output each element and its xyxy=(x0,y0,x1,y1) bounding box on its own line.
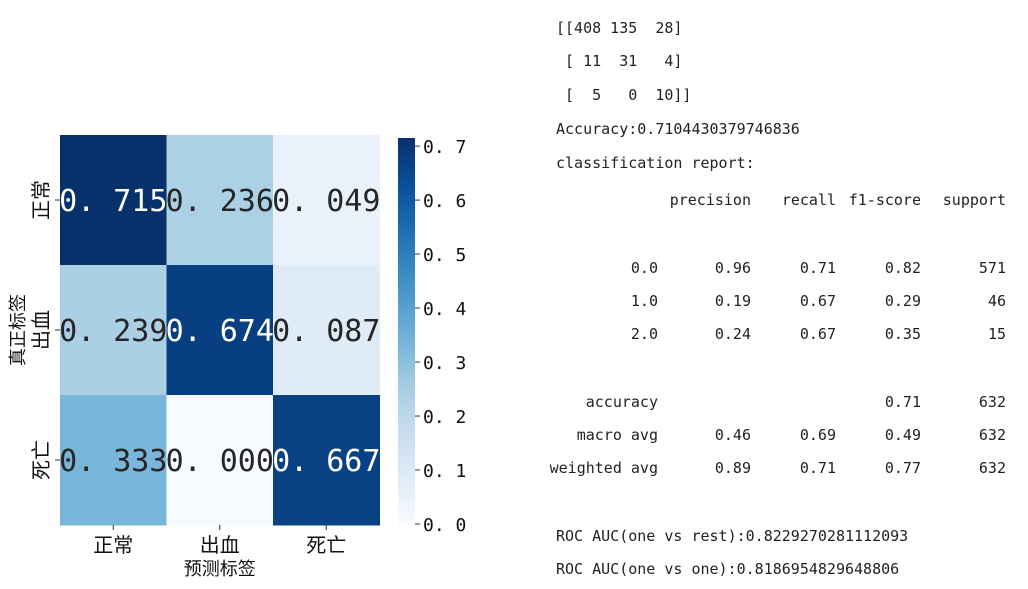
y-tick-label: 出血 xyxy=(29,310,53,350)
report-cell-recall: 0.67 xyxy=(799,292,836,310)
report-summary-support: 632 xyxy=(978,426,1006,444)
y-axis-label: 真正标签 xyxy=(8,294,29,366)
report-summary-support: 632 xyxy=(978,393,1006,411)
report-cell-support: 15 xyxy=(987,325,1006,343)
colorbar-tick-label: 0. 6 xyxy=(423,191,466,212)
report-cell-precision: 0.96 xyxy=(714,259,751,277)
confusion-matrix-row-3: [ 5 0 10]] xyxy=(556,86,692,104)
colorbar-tick-label: 0. 3 xyxy=(423,353,466,374)
colorbar-tick-label: 0. 5 xyxy=(423,245,466,266)
report-row-label: 1.0 xyxy=(630,292,658,310)
cell-value-label: 0. 667 xyxy=(272,444,380,479)
x-tick-label: 死亡 xyxy=(306,533,346,557)
confusion-matrix-row-1: [[408 135 28] xyxy=(556,19,683,37)
heatmap-cell xyxy=(273,135,380,266)
report-summary-label: macro avg xyxy=(576,426,658,444)
report-header-precision: precision xyxy=(669,191,751,209)
colorbar-tick-label: 0. 0 xyxy=(423,515,466,536)
report-summary-recall: 0.71 xyxy=(799,459,836,477)
x-tick-label: 正常 xyxy=(93,533,133,557)
report-row-label: 0.0 xyxy=(630,259,658,277)
report-summary-precision: 0.89 xyxy=(714,459,751,477)
report-header-recall: recall xyxy=(781,191,836,209)
report-summary-label: accuracy xyxy=(585,393,658,411)
confusion-matrix-row-2: [ 11 31 4] xyxy=(556,52,683,70)
report-summary-label: weighted avg xyxy=(549,459,658,477)
colorbar-tick-label: 0. 7 xyxy=(423,137,466,158)
report-summary-f1: 0.77 xyxy=(884,459,921,477)
report-cell-precision: 0.24 xyxy=(714,325,751,343)
colorbar-tick-label: 0. 4 xyxy=(423,299,466,320)
heatmap-cell xyxy=(60,265,167,396)
report-summary-support: 632 xyxy=(978,459,1006,477)
report-summary-recall: 0.69 xyxy=(799,426,836,444)
heatmap-cell xyxy=(60,135,167,266)
cell-value-label: 0. 333 xyxy=(59,444,167,479)
cell-value-label: 0. 236 xyxy=(166,184,274,219)
cell-value-label: 0. 715 xyxy=(59,184,167,219)
colorbar-tick-label: 0. 2 xyxy=(423,407,466,428)
y-tick-label: 正常 xyxy=(29,180,53,220)
cell-value-label: 0. 674 xyxy=(166,314,274,349)
report-summary-f1: 0.49 xyxy=(884,426,921,444)
report-cell-recall: 0.67 xyxy=(799,325,836,343)
report-cell-f1: 0.35 xyxy=(884,325,921,343)
report-summary-precision: 0.46 xyxy=(714,426,751,444)
report-cell-recall: 0.71 xyxy=(799,259,836,277)
report-cell-support: 46 xyxy=(987,292,1006,310)
heatmap-cell xyxy=(273,265,380,396)
report-cell-support: 571 xyxy=(978,259,1006,277)
colorbar xyxy=(398,138,415,524)
heatmap-cell xyxy=(166,395,274,526)
cell-value-label: 0. 239 xyxy=(59,314,167,349)
roc-auc-ovo: ROC AUC(one vs one):0.8186954829648806 xyxy=(556,560,900,578)
report-cell-precision: 0.19 xyxy=(714,292,751,310)
report-row-label: 2.0 xyxy=(630,325,658,343)
x-tick-label: 出血 xyxy=(200,533,240,557)
report-cell-f1: 0.82 xyxy=(884,259,921,277)
report-cell-f1: 0.29 xyxy=(884,292,921,310)
report-summary-f1: 0.71 xyxy=(884,393,921,411)
cell-value-label: 0. 000 xyxy=(166,444,274,479)
heatmap-cell xyxy=(273,395,380,526)
heatmap-cell xyxy=(60,395,167,526)
accuracy-line: Accuracy:0.7104430379746836 xyxy=(556,120,800,138)
colorbar-tick-label: 0. 1 xyxy=(423,461,466,482)
x-axis-label: 预测标签 xyxy=(184,559,256,580)
report-header-f1: f1-score xyxy=(848,191,921,209)
roc-auc-ovr: ROC AUC(one vs rest):0.8229270281112093 xyxy=(556,527,909,545)
report-title: classification report: xyxy=(556,154,755,172)
heatmap-cell xyxy=(166,265,274,396)
heatmap-cell xyxy=(166,135,274,266)
report-header-support: support xyxy=(942,191,1006,209)
y-tick-label: 死亡 xyxy=(29,440,53,480)
cell-value-label: 0. 049 xyxy=(272,184,380,219)
cell-value-label: 0. 087 xyxy=(272,314,380,349)
